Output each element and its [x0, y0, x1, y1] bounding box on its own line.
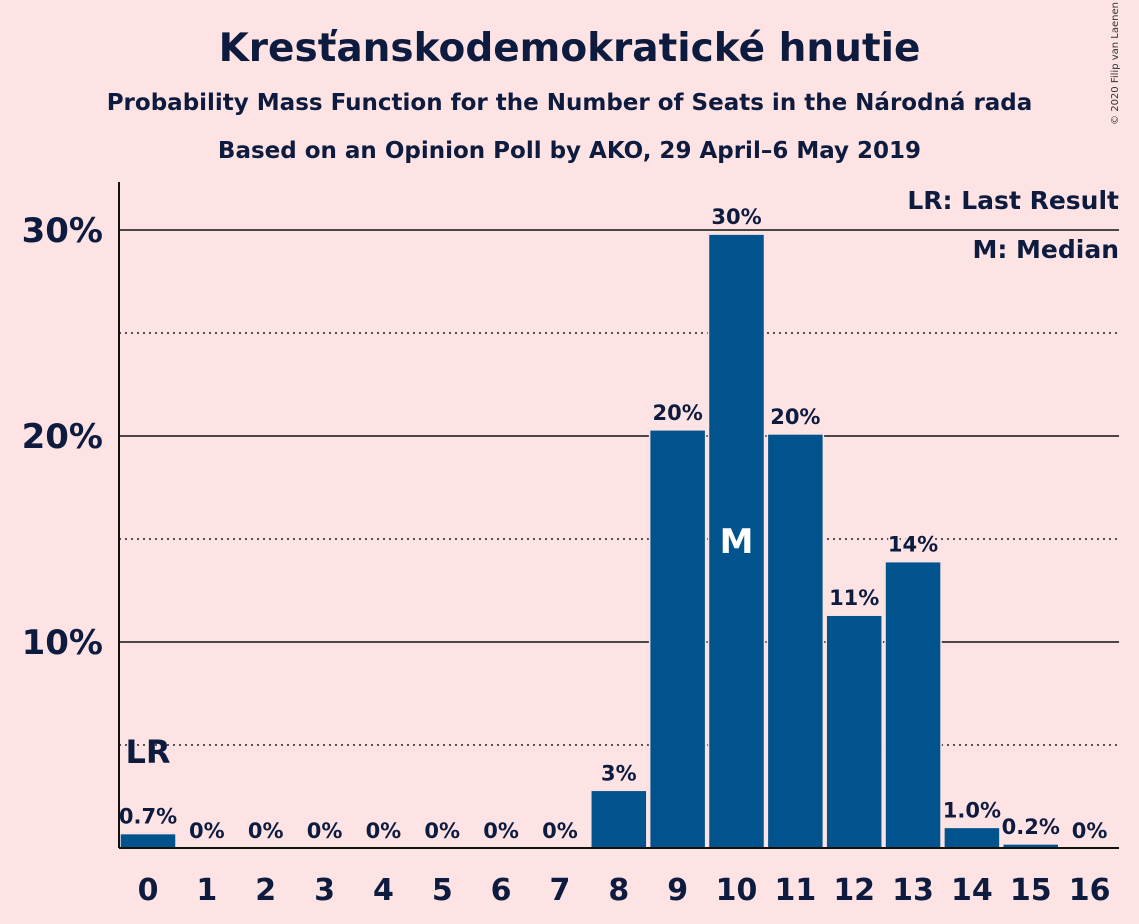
x-tick-label: 7 — [550, 873, 571, 908]
chart-subtitle: Probability Mass Function for the Number… — [106, 90, 1033, 116]
bar-seat-13 — [884, 560, 942, 849]
bar-value-label: 3% — [601, 761, 637, 785]
bar-seat-10 — [707, 233, 766, 849]
last-result-marker: LR — [125, 733, 170, 771]
x-tick-label: 1 — [196, 873, 217, 908]
bar-value-label: 0% — [248, 819, 284, 843]
bar-seat-12 — [825, 614, 883, 849]
x-tick-label: 11 — [774, 873, 816, 908]
x-tick-label: 13 — [892, 873, 934, 908]
x-tick-label: 15 — [1010, 873, 1052, 908]
bar-seat-9 — [648, 429, 707, 849]
bar-value-label: 20% — [653, 401, 703, 425]
bar-value-label: 0% — [366, 819, 402, 843]
x-tick-label: 8 — [608, 873, 629, 908]
y-tick-label: 10% — [22, 623, 103, 663]
bar-value-label: 11% — [829, 586, 879, 610]
bar-value-label: 30% — [711, 205, 761, 229]
y-tick-label: 20% — [22, 417, 103, 457]
bar-seat-8 — [590, 789, 648, 849]
x-tick-label: 9 — [667, 873, 688, 908]
bar-value-label: 0.2% — [1002, 815, 1060, 839]
x-tick-label: 0 — [138, 873, 159, 908]
legend-median: M: Median — [972, 235, 1119, 264]
bar-value-label: 0% — [1072, 819, 1108, 843]
bar-seat-0 — [119, 832, 177, 849]
x-tick-label: 12 — [833, 873, 875, 908]
x-tick-label: 2 — [255, 873, 276, 908]
chart-source: Based on an Opinion Poll by AKO, 29 Apri… — [217, 138, 922, 164]
x-tick-label: 16 — [1069, 873, 1111, 908]
y-tick-label: 30% — [22, 211, 103, 251]
median-marker: M — [720, 522, 754, 562]
bar-seat-11 — [766, 433, 825, 849]
bar-value-label: 0% — [424, 819, 460, 843]
x-tick-label: 10 — [716, 873, 758, 908]
bar-value-label: 0% — [483, 819, 519, 843]
bar-seat-14 — [943, 826, 1001, 849]
bar-value-label: 0% — [307, 819, 343, 843]
bar-value-label: 20% — [770, 405, 820, 429]
x-tick-label: 14 — [951, 873, 993, 908]
bar-value-label: 0% — [189, 819, 225, 843]
x-tick-label: 6 — [491, 873, 512, 908]
bar-value-label: 1.0% — [943, 798, 1001, 822]
x-tick-label: 3 — [314, 873, 335, 908]
chart-title: Kresťanskodemokratické hnutie — [218, 26, 921, 71]
legend-last-result: LR: Last Result — [907, 186, 1119, 215]
x-tick-label: 4 — [373, 873, 394, 908]
bar-value-label: 14% — [888, 533, 938, 557]
bar-value-label: 0.7% — [119, 805, 177, 829]
x-tick-label: 5 — [432, 873, 453, 908]
bar-value-label: 0% — [542, 819, 578, 843]
